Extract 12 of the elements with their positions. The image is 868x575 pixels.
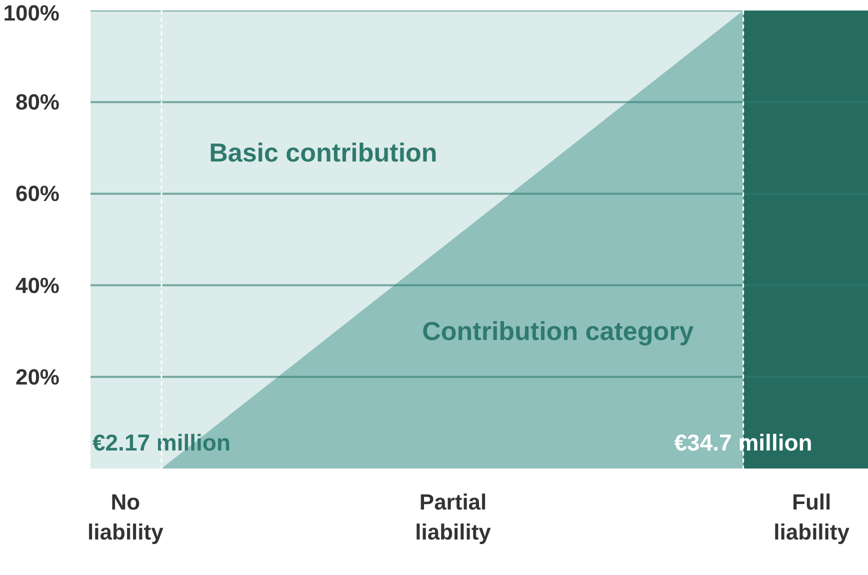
text: Partial liability [415,490,492,544]
y-tick-label: 80% [15,90,60,115]
y-tick-label: 40% [15,272,60,298]
annotation: Contribution category [422,316,694,346]
y-tick-label: 20% [15,364,60,390]
x-tick-label: €34.7 million [674,430,812,456]
annotation: Basic contribution [209,137,438,168]
x-tick-label: €2.17 million [92,430,231,456]
y-tick-label: 60% [15,181,60,206]
text: No liability [88,490,164,544]
text: Full liability [774,490,850,544]
y-tick-label: 100% [3,0,60,26]
